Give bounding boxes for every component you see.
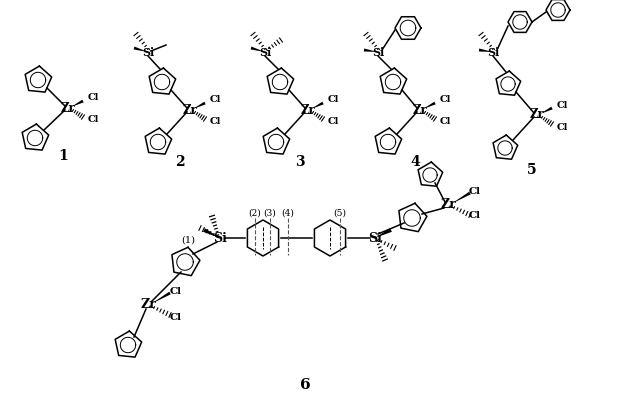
Text: Zr: Zr xyxy=(60,102,76,114)
Text: (5): (5) xyxy=(333,208,347,218)
Polygon shape xyxy=(540,107,553,114)
Polygon shape xyxy=(479,48,493,52)
Polygon shape xyxy=(151,292,171,304)
Text: Cl: Cl xyxy=(209,118,220,126)
Text: Si: Si xyxy=(368,232,382,244)
Text: Cl: Cl xyxy=(469,212,481,220)
Text: Cl: Cl xyxy=(328,96,339,104)
Polygon shape xyxy=(134,46,148,52)
Text: Cl: Cl xyxy=(439,118,450,126)
Text: 5: 5 xyxy=(527,163,537,177)
Text: 4: 4 xyxy=(410,155,420,169)
Text: Cl: Cl xyxy=(439,96,450,104)
Text: 2: 2 xyxy=(175,155,185,169)
Polygon shape xyxy=(451,192,471,204)
Text: (4): (4) xyxy=(282,208,294,218)
Text: (2): (2) xyxy=(249,208,261,218)
Polygon shape xyxy=(71,100,84,107)
Polygon shape xyxy=(364,48,378,52)
Polygon shape xyxy=(251,46,265,52)
Text: Si: Si xyxy=(487,46,499,58)
Text: 1: 1 xyxy=(58,149,68,163)
Polygon shape xyxy=(311,102,324,109)
Polygon shape xyxy=(375,228,392,238)
Text: Cl: Cl xyxy=(209,96,220,104)
Text: 3: 3 xyxy=(295,155,305,169)
Text: Si: Si xyxy=(372,46,384,58)
Text: Cl: Cl xyxy=(170,312,182,322)
Text: Cl: Cl xyxy=(170,286,182,296)
Text: Cl: Cl xyxy=(328,118,339,126)
Text: Cl: Cl xyxy=(88,116,99,124)
Text: 6: 6 xyxy=(300,378,311,392)
Text: Zr: Zr xyxy=(183,104,197,116)
Text: Si: Si xyxy=(259,46,271,58)
Text: Si: Si xyxy=(213,232,227,244)
Text: Cl: Cl xyxy=(469,188,481,196)
Text: Zr: Zr xyxy=(140,298,156,312)
Text: (1): (1) xyxy=(181,236,195,244)
Polygon shape xyxy=(423,102,436,109)
Text: Cl: Cl xyxy=(88,94,99,102)
Text: Zr: Zr xyxy=(301,104,316,116)
Text: Zr: Zr xyxy=(413,104,427,116)
Text: Cl: Cl xyxy=(556,122,568,132)
Polygon shape xyxy=(203,228,220,238)
Text: Si: Si xyxy=(142,46,154,58)
Text: Zr: Zr xyxy=(440,198,456,212)
Text: (3): (3) xyxy=(263,208,277,218)
Polygon shape xyxy=(193,102,205,109)
Text: Cl: Cl xyxy=(556,100,568,110)
Text: Zr: Zr xyxy=(530,108,544,122)
